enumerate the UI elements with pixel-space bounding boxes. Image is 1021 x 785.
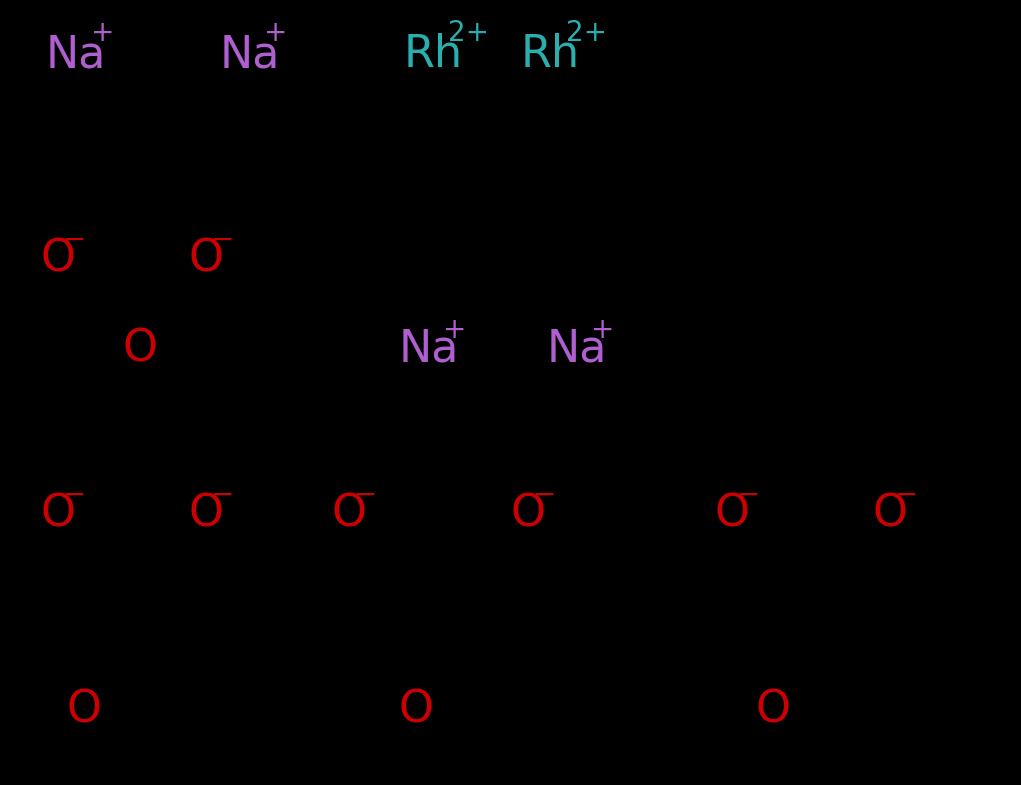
Text: −: − <box>211 225 235 254</box>
Text: Rh: Rh <box>521 34 580 76</box>
Text: 2+: 2+ <box>448 19 489 47</box>
Text: 2+: 2+ <box>566 19 606 47</box>
Text: Rh: Rh <box>403 34 463 76</box>
Text: −: − <box>895 480 919 509</box>
Text: O: O <box>189 493 224 535</box>
Text: +: + <box>443 316 467 344</box>
Text: −: − <box>354 480 378 509</box>
Text: O: O <box>510 493 545 535</box>
Text: Na: Na <box>546 328 606 371</box>
Text: O: O <box>398 689 433 732</box>
Text: O: O <box>873 493 908 535</box>
Text: −: − <box>533 480 556 509</box>
Text: +: + <box>264 19 288 47</box>
Text: O: O <box>189 238 224 280</box>
Text: −: − <box>63 225 87 254</box>
Text: O: O <box>332 493 367 535</box>
Text: +: + <box>591 316 615 344</box>
Text: Na: Na <box>46 34 106 76</box>
Text: O: O <box>41 493 76 535</box>
Text: Na: Na <box>220 34 280 76</box>
Text: +: + <box>91 19 114 47</box>
Text: O: O <box>756 689 790 732</box>
Text: −: − <box>211 480 235 509</box>
Text: O: O <box>66 689 101 732</box>
Text: O: O <box>123 328 157 371</box>
Text: −: − <box>63 480 87 509</box>
Text: Na: Na <box>398 328 458 371</box>
Text: O: O <box>41 238 76 280</box>
Text: −: − <box>737 480 761 509</box>
Text: O: O <box>715 493 749 535</box>
